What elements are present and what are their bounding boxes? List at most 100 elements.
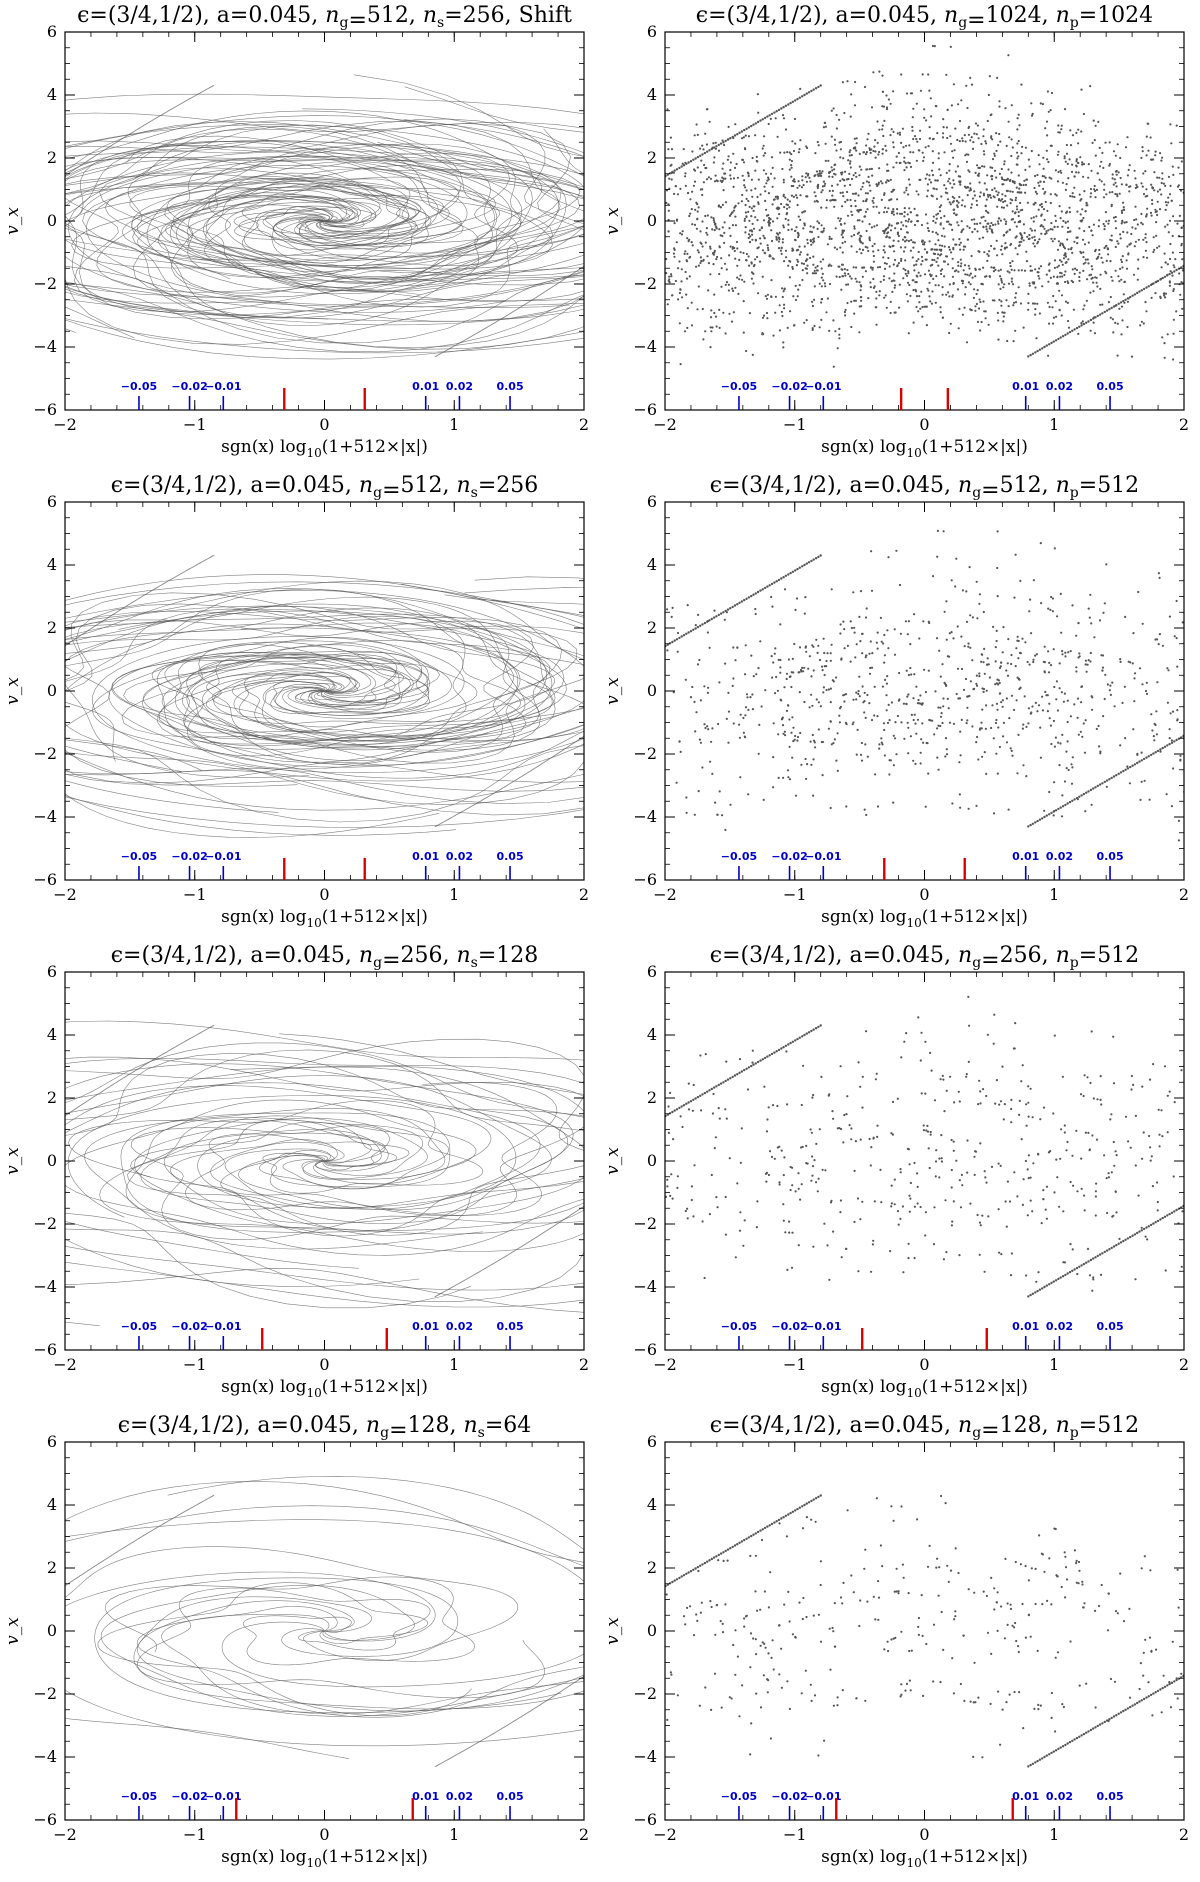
phase-point: [1146, 122, 1149, 125]
phase-point: [701, 245, 704, 248]
phase-point: [882, 105, 886, 108]
phase-point: [971, 197, 975, 200]
phase-point: [1048, 702, 1051, 705]
phase-point: [683, 252, 686, 255]
phase-point: [1062, 700, 1065, 703]
tail-point: [763, 116, 767, 120]
phase-point: [1071, 192, 1074, 195]
phase-point: [723, 221, 726, 224]
tail-point: [770, 582, 774, 586]
phase-point: [959, 754, 962, 757]
phase-point: [892, 141, 895, 144]
phase-point: [866, 246, 869, 249]
phase-point: [1031, 236, 1034, 239]
x-axis-label: sgn(x) log10(1+512×|x|): [221, 907, 428, 930]
phase-point: [815, 698, 818, 701]
phase-point: [943, 151, 946, 154]
phase-point: [742, 136, 745, 139]
phase-point: [649, 296, 651, 298]
phase-point: [918, 301, 921, 304]
phase-point: [777, 776, 780, 779]
phase-point: [820, 206, 823, 209]
phase-point: [943, 235, 946, 238]
phase-point: [1101, 151, 1104, 154]
phase-point: [947, 246, 951, 249]
phase-point: [1056, 282, 1059, 285]
phase-point: [752, 209, 755, 212]
phase-point: [659, 209, 661, 211]
tail-point: [657, 649, 659, 651]
phase-point: [1119, 267, 1122, 270]
phase-point: [974, 275, 977, 278]
phase-point: [804, 259, 808, 263]
phase-curve: [65, 118, 584, 294]
tail-point: [736, 133, 739, 136]
phase-point: [715, 227, 718, 230]
phase-point: [1054, 193, 1057, 196]
phase-point: [1066, 699, 1069, 702]
phase-point: [897, 240, 900, 243]
tail-point: [1108, 308, 1111, 311]
phase-point: [1144, 170, 1147, 173]
phase-point: [1061, 263, 1064, 266]
phase-point: [1103, 246, 1106, 250]
tail-point: [1161, 276, 1164, 280]
phase-point: [1020, 191, 1023, 194]
phase-point: [900, 721, 903, 724]
phase-point: [851, 723, 854, 726]
phase-point: [788, 168, 791, 171]
tail-point: [678, 166, 681, 170]
phase-point: [713, 180, 717, 183]
phase-point: [852, 147, 855, 150]
phase-point: [855, 149, 858, 152]
phase-point: [884, 294, 887, 297]
phase-point: [941, 721, 944, 725]
x-tick-label: 1: [449, 415, 459, 434]
phase-point: [919, 762, 922, 765]
phase-point: [720, 180, 723, 184]
tail-point: [1101, 312, 1104, 315]
phase-point: [864, 270, 867, 273]
phase-point: [807, 172, 810, 176]
phase-point: [777, 233, 780, 236]
phase-point: [1173, 635, 1176, 638]
phase-point: [1048, 661, 1051, 664]
phase-point: [741, 278, 744, 281]
phase-point: [956, 667, 960, 670]
phase-point: [822, 180, 825, 183]
phase-point: [931, 174, 935, 177]
phase-point: [701, 766, 704, 769]
phase-point: [866, 693, 869, 697]
tail-point: [1082, 792, 1086, 796]
phase-point: [830, 743, 833, 746]
phase-point: [929, 97, 932, 100]
phase-point: [1144, 689, 1148, 693]
phase-point: [1003, 160, 1006, 163]
phase-point: [1066, 162, 1069, 165]
phase-point: [995, 639, 998, 643]
phase-point: [713, 311, 716, 315]
phase-point: [939, 706, 942, 709]
phase-point: [887, 703, 890, 706]
tail-point: [1133, 293, 1137, 296]
phase-point: [882, 134, 885, 138]
phase-point: [993, 152, 996, 155]
phase-point: [1094, 276, 1097, 279]
phase-point: [887, 231, 890, 234]
phase-point: [1145, 188, 1148, 191]
phase-point: [1071, 604, 1074, 607]
phase-point: [912, 289, 915, 292]
phase-point: [986, 174, 989, 177]
phase-point: [662, 156, 664, 158]
phase-point: [945, 638, 948, 641]
tail-point: [807, 561, 811, 564]
phase-point: [661, 237, 663, 239]
phase-point: [1059, 275, 1062, 278]
phase-point: [701, 188, 704, 191]
phase-point: [624, 668, 626, 670]
phase-point: [1027, 292, 1030, 295]
chart-panel-1: −2 −1 0 1 2 −6 −4 −2 0 2 4 6 −0.05 −0.02 −0.01 0.01 0.02…: [0, 0, 600, 470]
phase-point: [645, 176, 647, 178]
phase-point: [1082, 112, 1085, 116]
phase-point: [1021, 145, 1024, 148]
